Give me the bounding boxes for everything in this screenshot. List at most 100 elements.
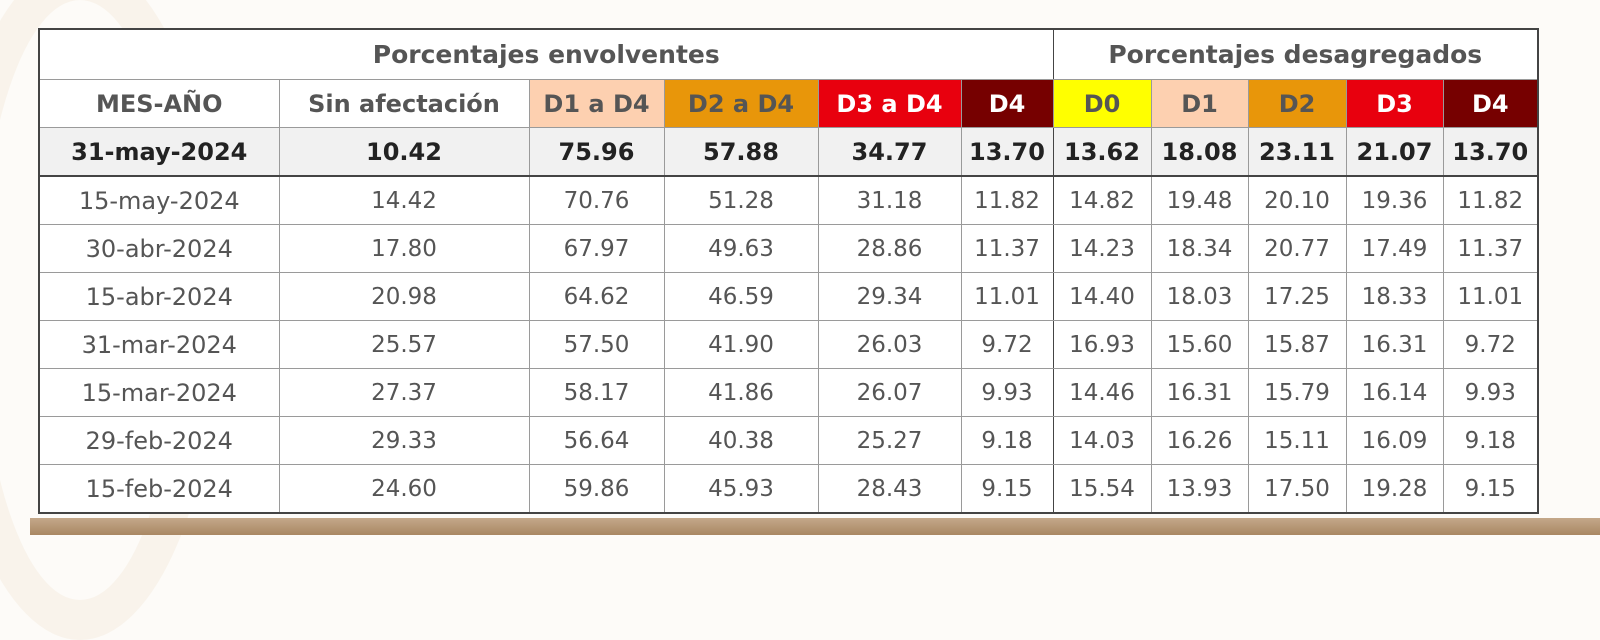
- value-cell: 15.11: [1247, 416, 1347, 465]
- column-header: D3 a D4: [817, 79, 962, 128]
- value-cell: 11.82: [960, 175, 1054, 225]
- column-header: D3: [1345, 79, 1444, 128]
- value-cell: 20.77: [1247, 224, 1347, 273]
- table-row: 29-feb-2024 29.33 56.64 40.38 25.27 9.18 14.03…: [38, 416, 1539, 465]
- value-cell: 28.43: [817, 464, 962, 514]
- value-cell: 14.82: [1052, 175, 1152, 225]
- value-cell: 13.70: [960, 127, 1054, 177]
- value-cell: 13.70: [1442, 127, 1539, 177]
- value-cell: 41.86: [663, 368, 819, 417]
- value-cell: 45.93: [663, 464, 819, 514]
- value-cell: 9.15: [960, 464, 1054, 514]
- value-cell: 57.50: [528, 320, 665, 369]
- value-cell: 17.25: [1247, 272, 1347, 321]
- value-cell: 9.72: [1442, 320, 1539, 369]
- value-cell: 31.18: [817, 175, 962, 225]
- value-cell: 51.28: [663, 175, 819, 225]
- value-cell: 16.31: [1150, 368, 1249, 417]
- value-cell: 19.36: [1345, 175, 1444, 225]
- value-cell: 11.37: [1442, 224, 1539, 273]
- value-cell: 20.10: [1247, 175, 1347, 225]
- date-cell: 15-abr-2024: [38, 272, 280, 321]
- value-cell: 14.03: [1052, 416, 1152, 465]
- value-cell: 57.88: [663, 127, 819, 177]
- column-header: D2 a D4: [663, 79, 819, 128]
- column-header: MES-AÑO: [38, 79, 280, 128]
- value-cell: 26.03: [817, 320, 962, 369]
- value-cell: 19.28: [1345, 464, 1444, 514]
- value-cell: 17.50: [1247, 464, 1347, 514]
- table-row: 31-may-2024 10.42 75.96 57.88 34.77 13.70 13.6…: [38, 127, 1539, 177]
- column-header: Sin afectación: [278, 79, 530, 128]
- value-cell: 59.86: [528, 464, 665, 514]
- value-cell: 58.17: [528, 368, 665, 417]
- value-cell: 29.33: [278, 416, 530, 465]
- footer-bar: [30, 518, 1600, 535]
- value-cell: 25.57: [278, 320, 530, 369]
- value-cell: 11.37: [960, 224, 1054, 273]
- table-row: 15-feb-2024 24.60 59.86 45.93 28.43 9.15 15.54…: [38, 464, 1539, 514]
- value-cell: 25.27: [817, 416, 962, 465]
- value-cell: 14.42: [278, 175, 530, 225]
- value-cell: 15.60: [1150, 320, 1249, 369]
- group-header-row: Porcentajes envolventes Porcentajes desa…: [38, 28, 1539, 80]
- value-cell: 17.80: [278, 224, 530, 273]
- column-header: D1: [1150, 79, 1249, 128]
- value-cell: 16.14: [1345, 368, 1444, 417]
- value-cell: 28.86: [817, 224, 962, 273]
- value-cell: 16.31: [1345, 320, 1444, 369]
- value-cell: 49.63: [663, 224, 819, 273]
- date-cell: 30-abr-2024: [38, 224, 280, 273]
- value-cell: 18.33: [1345, 272, 1444, 321]
- value-cell: 16.26: [1150, 416, 1249, 465]
- date-cell: 29-feb-2024: [38, 416, 280, 465]
- column-header: D2: [1247, 79, 1347, 128]
- value-cell: 18.34: [1150, 224, 1249, 273]
- value-cell: 9.18: [1442, 416, 1539, 465]
- table-row: 30-abr-2024 17.80 67.97 49.63 28.86 11.37 14.2…: [38, 224, 1539, 273]
- group-header-desagregados: Porcentajes desagregados: [1052, 28, 1539, 80]
- date-cell: 15-mar-2024: [38, 368, 280, 417]
- table-row: 15-abr-2024 20.98 64.62 46.59 29.34 11.01 14.4…: [38, 272, 1539, 321]
- value-cell: 20.98: [278, 272, 530, 321]
- value-cell: 18.08: [1150, 127, 1249, 177]
- value-cell: 14.23: [1052, 224, 1152, 273]
- value-cell: 14.40: [1052, 272, 1152, 321]
- date-cell: 31-mar-2024: [38, 320, 280, 369]
- value-cell: 13.93: [1150, 464, 1249, 514]
- value-cell: 14.46: [1052, 368, 1152, 417]
- value-cell: 9.72: [960, 320, 1054, 369]
- value-cell: 64.62: [528, 272, 665, 321]
- value-cell: 11.01: [960, 272, 1054, 321]
- value-cell: 41.90: [663, 320, 819, 369]
- value-cell: 67.97: [528, 224, 665, 273]
- value-cell: 11.82: [1442, 175, 1539, 225]
- value-cell: 16.09: [1345, 416, 1444, 465]
- value-cell: 24.60: [278, 464, 530, 514]
- drought-percentages-table: Porcentajes envolventes Porcentajes desa…: [38, 28, 1540, 514]
- column-header: D1 a D4: [528, 79, 665, 128]
- value-cell: 15.79: [1247, 368, 1347, 417]
- value-cell: 9.18: [960, 416, 1054, 465]
- value-cell: 17.49: [1345, 224, 1444, 273]
- table-row: 31-mar-2024 25.57 57.50 41.90 26.03 9.72 16.93…: [38, 320, 1539, 369]
- value-cell: 26.07: [817, 368, 962, 417]
- value-cell: 34.77: [817, 127, 962, 177]
- value-cell: 19.48: [1150, 175, 1249, 225]
- value-cell: 23.11: [1247, 127, 1347, 177]
- table-row: 15-may-2024 14.42 70.76 51.28 31.18 11.82 14.8…: [38, 175, 1539, 225]
- value-cell: 56.64: [528, 416, 665, 465]
- value-cell: 13.62: [1052, 127, 1152, 177]
- value-cell: 15.87: [1247, 320, 1347, 369]
- value-cell: 15.54: [1052, 464, 1152, 514]
- value-cell: 9.93: [960, 368, 1054, 417]
- value-cell: 40.38: [663, 416, 819, 465]
- date-cell: 31-may-2024: [38, 127, 280, 177]
- value-cell: 29.34: [817, 272, 962, 321]
- value-cell: 70.76: [528, 175, 665, 225]
- table-row: 15-mar-2024 27.37 58.17 41.86 26.07 9.93 14.46…: [38, 368, 1539, 417]
- column-header: D4: [960, 79, 1054, 128]
- column-header: D4: [1442, 79, 1539, 128]
- value-cell: 75.96: [528, 127, 665, 177]
- value-cell: 11.01: [1442, 272, 1539, 321]
